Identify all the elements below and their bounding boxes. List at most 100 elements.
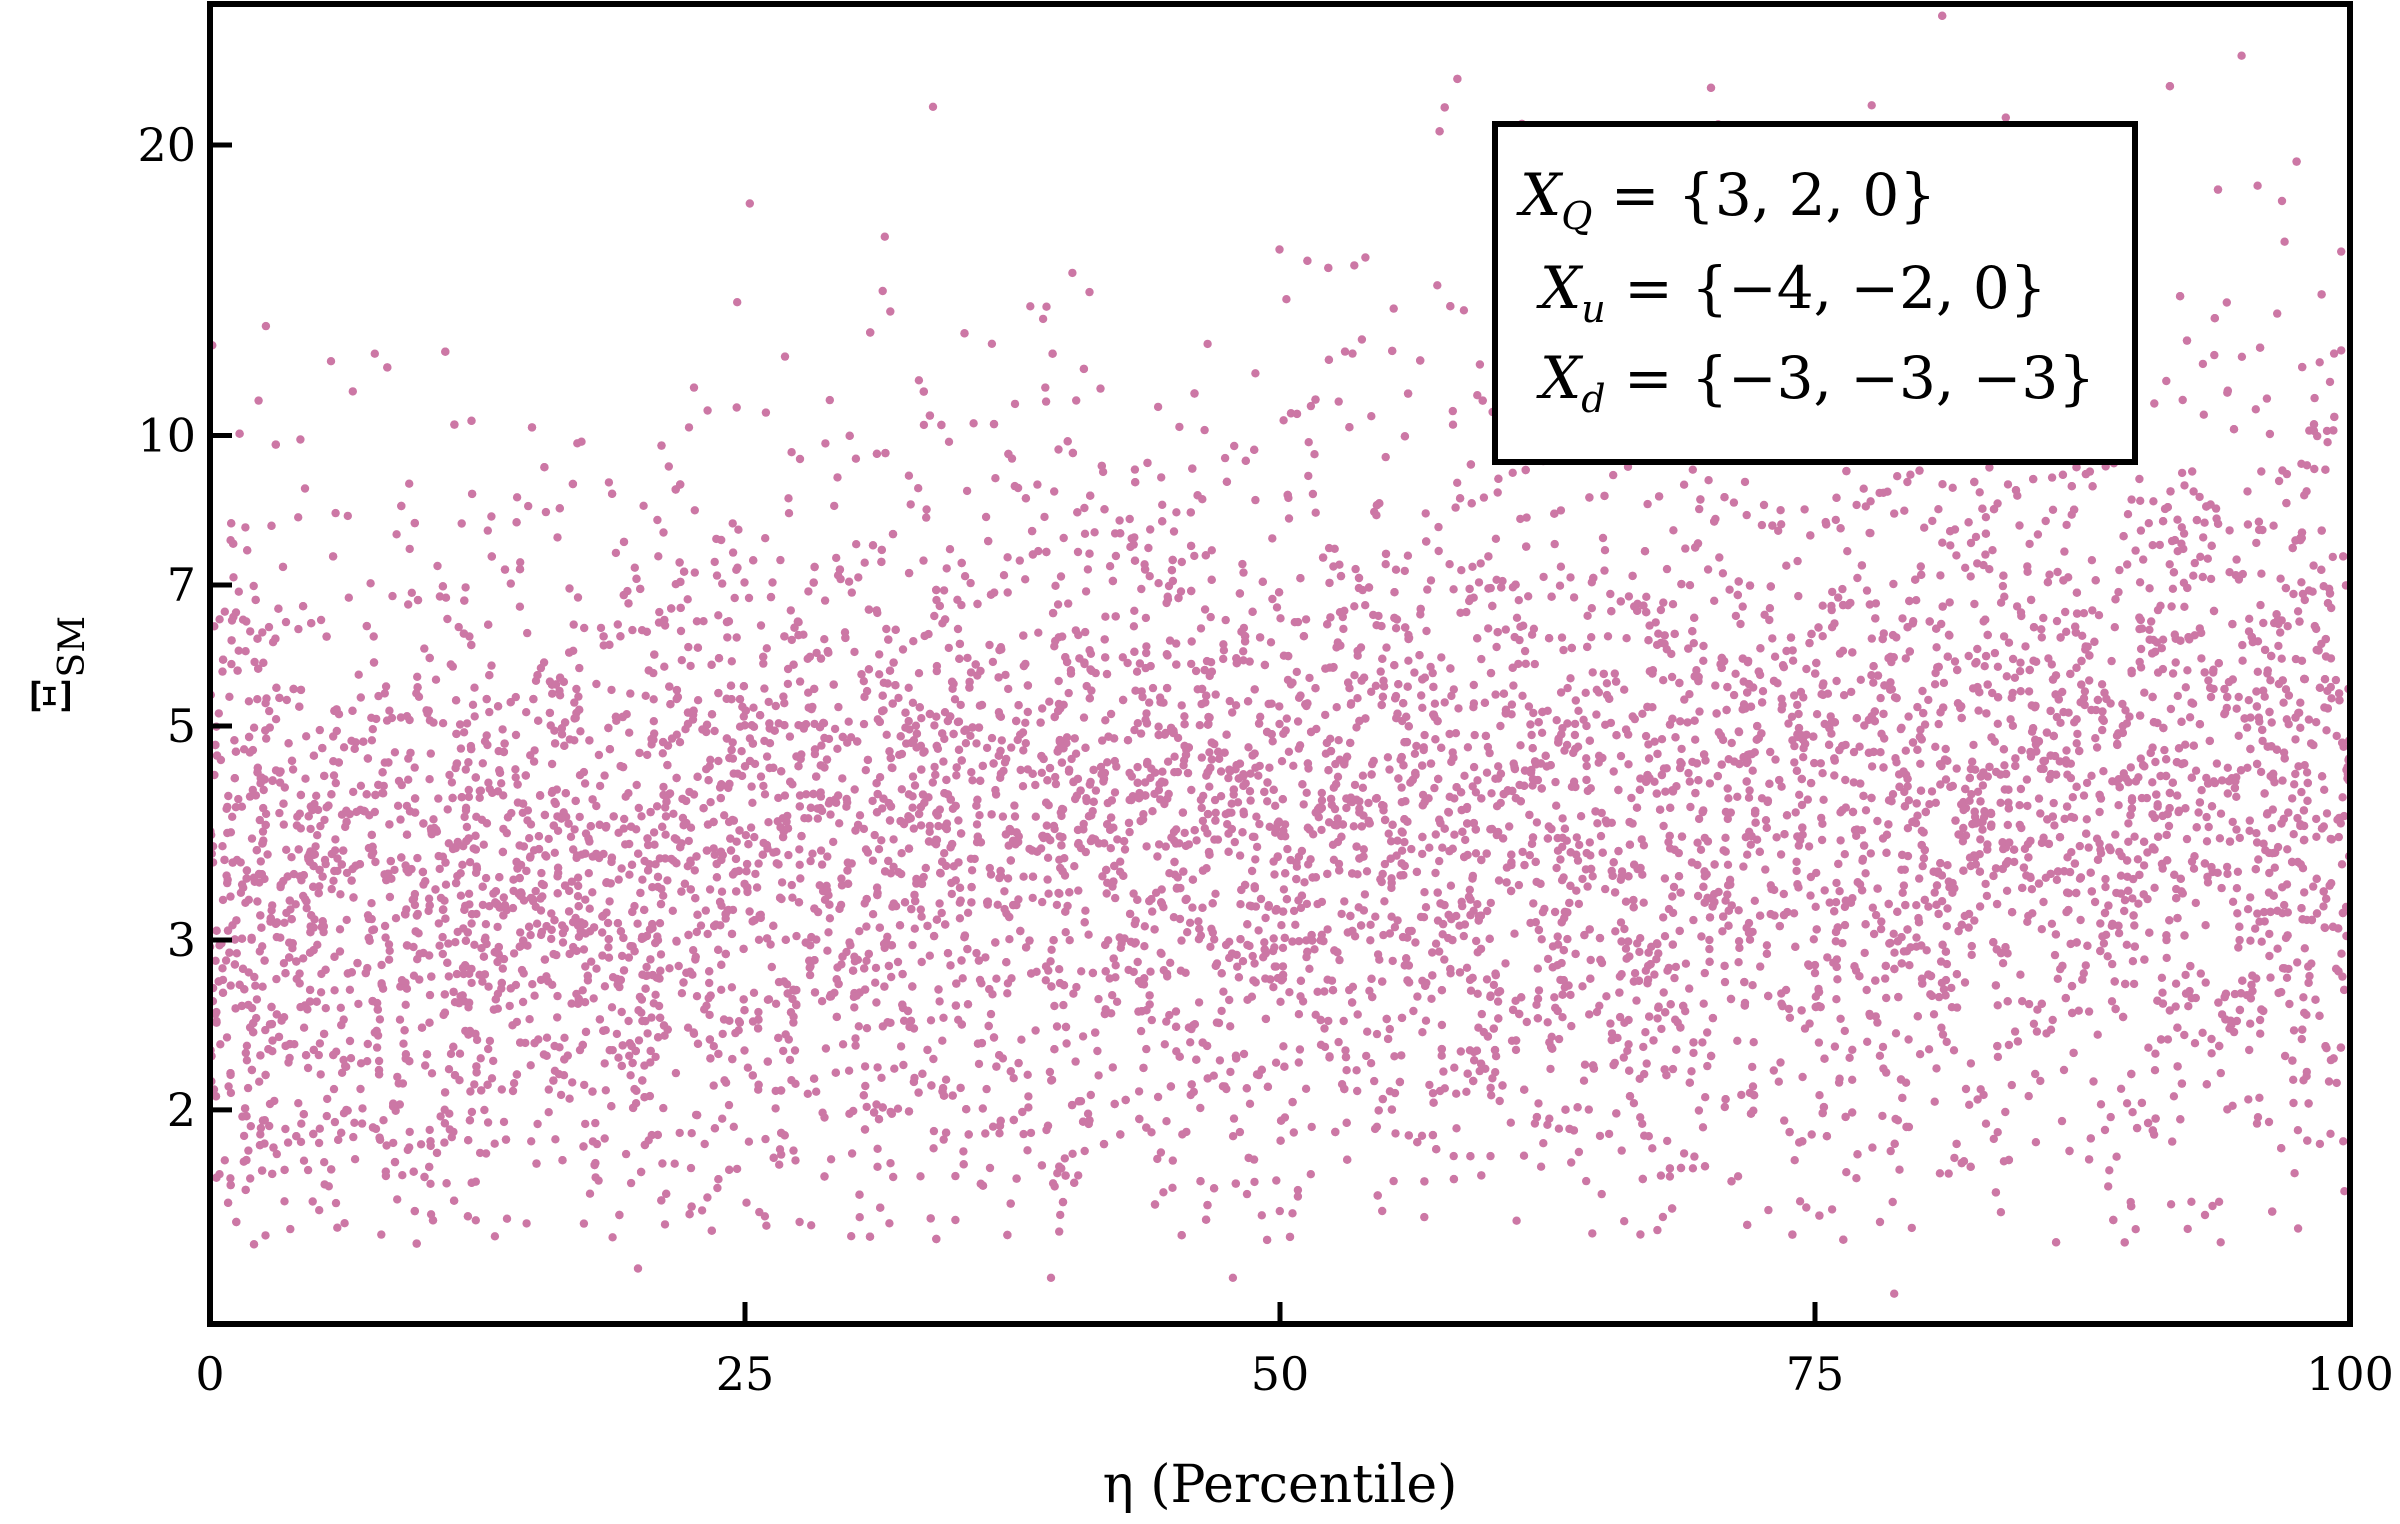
- scatter-point: [974, 1059, 984, 1069]
- scatter-point: [1057, 804, 1067, 814]
- scatter-point: [1007, 743, 1016, 752]
- scatter-point: [2300, 761, 2309, 770]
- scatter-point: [660, 662, 669, 671]
- scatter-point: [1420, 730, 1429, 740]
- scatter-point: [886, 307, 895, 316]
- scatter-point: [2291, 769, 2300, 779]
- scatter-point: [1860, 948, 1869, 958]
- scatter-point: [1247, 866, 1257, 876]
- scatter-point: [329, 1084, 339, 1094]
- scatter-point: [844, 577, 854, 586]
- scatter-point: [929, 1144, 938, 1153]
- scatter-point: [1304, 438, 1313, 447]
- scatter-point: [1966, 538, 1976, 548]
- scatter-point: [255, 815, 264, 825]
- scatter-point: [649, 999, 658, 1008]
- scatter-point: [2182, 834, 2192, 844]
- scatter-point: [2034, 794, 2044, 803]
- scatter-point: [2158, 988, 2167, 997]
- scatter-point: [1781, 985, 1791, 995]
- scatter-point: [1580, 1060, 1590, 1069]
- scatter-point: [536, 663, 546, 673]
- scatter-point: [1558, 814, 1567, 823]
- scatter-point: [2015, 801, 2024, 810]
- scatter-point: [2251, 405, 2260, 414]
- scatter-point: [684, 423, 694, 432]
- scatter-point: [2273, 944, 2282, 953]
- scatter-point: [987, 339, 997, 348]
- scatter-point: [909, 637, 918, 646]
- scatter-point: [834, 702, 843, 712]
- scatter-point: [1093, 1046, 1102, 1056]
- scatter-point: [1993, 1052, 2003, 1062]
- scatter-point: [2016, 687, 2025, 696]
- scatter-point: [2006, 715, 2015, 724]
- scatter-point: [2023, 801, 2032, 811]
- scatter-point: [785, 732, 795, 741]
- scatter-point: [2120, 906, 2129, 916]
- scatter-point: [966, 668, 976, 677]
- scatter-point: [712, 534, 721, 544]
- scatter-point: [2329, 349, 2339, 358]
- scatter-point: [1390, 923, 1400, 932]
- scatter-point: [1431, 868, 1440, 878]
- scatter-point: [1800, 505, 1809, 514]
- scatter-point: [518, 808, 527, 817]
- scatter-point: [1293, 1192, 1303, 1201]
- scatter-point: [2008, 688, 2017, 698]
- scatter-point: [579, 1219, 589, 1228]
- scatter-point: [1450, 1063, 1459, 1072]
- scatter-point: [1227, 799, 1236, 808]
- scatter-point: [1512, 613, 1522, 622]
- scatter-point: [1904, 712, 1913, 721]
- scatter-point: [1275, 702, 1284, 711]
- scatter-point: [1941, 975, 1951, 985]
- scatter-point: [2252, 687, 2261, 696]
- scatter-point: [1370, 1076, 1379, 1086]
- scatter-point: [227, 659, 236, 669]
- scatter-point: [1840, 920, 1850, 930]
- scatter-point: [340, 1061, 350, 1071]
- scatter-point: [1041, 397, 1051, 406]
- scatter-point: [1859, 484, 1868, 493]
- scatter-point: [766, 940, 775, 949]
- scatter-point: [331, 508, 340, 518]
- scatter-point: [651, 1052, 660, 1062]
- scatter-point: [805, 652, 815, 661]
- scatter-point: [1043, 853, 1053, 862]
- scatter-point: [817, 741, 826, 750]
- scatter-point: [2207, 1034, 2216, 1044]
- scatter-point: [1085, 287, 1094, 297]
- scatter-point: [2085, 676, 2094, 685]
- scatter-point: [2010, 673, 2020, 682]
- scatter-point: [1823, 689, 1833, 698]
- scatter-point: [1578, 874, 1587, 884]
- scatter-point: [1120, 845, 1130, 854]
- scatter-point: [1010, 812, 1020, 821]
- scatter-point: [416, 1140, 426, 1149]
- scatter-point: [1157, 473, 1166, 482]
- scatter-point: [929, 1126, 939, 1136]
- scatter-point: [1522, 1017, 1532, 1027]
- scatter-point: [1295, 1045, 1305, 1054]
- scatter-point: [268, 1036, 277, 1045]
- scatter-point: [443, 805, 452, 814]
- scatter-point: [2232, 825, 2241, 834]
- scatter-point: [599, 849, 608, 859]
- scatter-point: [2197, 786, 2206, 795]
- scatter-point: [677, 989, 687, 998]
- scatter-point: [1105, 562, 1115, 571]
- scatter-point: [363, 1057, 372, 1066]
- scatter-point: [303, 1005, 312, 1014]
- scatter-point: [1473, 989, 1482, 998]
- scatter-point: [1841, 740, 1850, 750]
- scatter-point: [575, 663, 584, 673]
- scatter-point: [321, 1004, 330, 1013]
- scatter-point: [2198, 1028, 2207, 1038]
- scatter-point: [2015, 521, 2024, 530]
- scatter-point: [261, 699, 270, 708]
- scatter-point: [487, 661, 496, 670]
- scatter-point: [1511, 1045, 1521, 1055]
- scatter-point: [855, 927, 864, 936]
- scatter-point: [2289, 589, 2298, 599]
